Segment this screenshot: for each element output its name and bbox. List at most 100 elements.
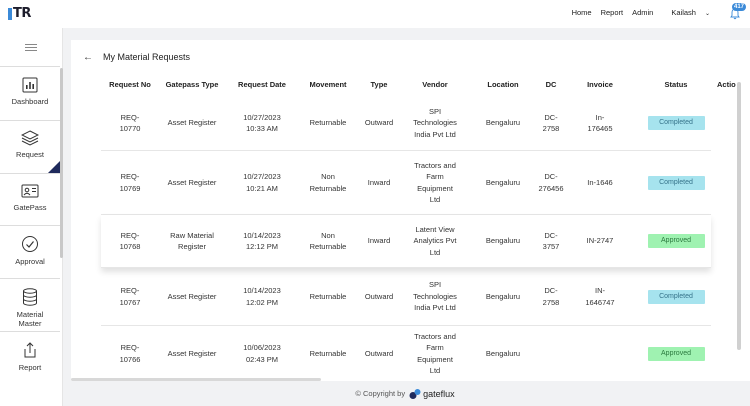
cell-location: Bengaluru bbox=[485, 177, 521, 187]
cell-dc: DC- 2758 bbox=[542, 286, 560, 307]
nav-report[interactable]: Report bbox=[600, 8, 624, 17]
page-title: My Material Requests bbox=[103, 52, 191, 62]
cell-invoice: IN- 1646747 bbox=[585, 286, 615, 307]
cell-gatepass-type: Asset Register bbox=[167, 348, 217, 358]
cell-type: Outward bbox=[364, 291, 394, 301]
table-row[interactable]: REQ- 10770 Asset Register 10/27/2023 10:33… bbox=[101, 96, 711, 151]
sidebar-divider bbox=[0, 225, 60, 226]
column-header[interactable]: Movement bbox=[309, 80, 347, 90]
column-header[interactable]: Request Date bbox=[238, 80, 286, 90]
cell-vendor: SPI Technologies India Pvt Ltd bbox=[413, 106, 457, 139]
column-header[interactable]: Request No bbox=[109, 80, 151, 90]
sidebar-item-label: Dashboard bbox=[11, 97, 49, 106]
cell-invoice: In- 176465 bbox=[587, 112, 613, 134]
sidebar-item-label: Material Master bbox=[16, 310, 44, 328]
sidebar-item-report[interactable]: Report bbox=[0, 332, 60, 384]
cell-request-date: 10/14/2023 12:02 PM bbox=[243, 286, 281, 307]
sidebar-item-dashboard[interactable]: Dashboard bbox=[0, 68, 60, 120]
column-header[interactable]: Status bbox=[664, 80, 688, 90]
cell-movement: Non Returnable bbox=[309, 230, 347, 252]
logo-mark bbox=[8, 8, 12, 20]
notification-badge: 417 bbox=[731, 3, 746, 11]
layers-icon bbox=[21, 130, 39, 146]
cell-gatepass-type: Raw Material Register bbox=[170, 230, 214, 252]
user-menu[interactable]: Kailash ⌄ bbox=[662, 8, 710, 17]
cell-status: Completed bbox=[635, 289, 717, 304]
column-header[interactable]: Invoice bbox=[587, 80, 613, 90]
chevron-down-icon: ⌄ bbox=[704, 11, 710, 17]
id-card-icon bbox=[21, 184, 39, 198]
nav-home[interactable]: Home bbox=[571, 8, 592, 17]
table-row[interactable]: REQ- 10769 Asset Register 10/27/2023 10:21… bbox=[101, 151, 711, 215]
back-arrow-icon[interactable]: ← bbox=[83, 52, 93, 63]
sidebar-item-gatepass[interactable]: GatePass bbox=[0, 174, 60, 226]
user-name: Kailash bbox=[671, 8, 696, 17]
status-badge: Completed bbox=[647, 116, 705, 130]
sidebar-divider bbox=[0, 331, 60, 332]
horizontal-scrollbar[interactable] bbox=[71, 378, 321, 381]
cell-request-no: REQ- 10767 bbox=[119, 286, 141, 307]
sidebar-item-label: GatePass bbox=[13, 203, 47, 212]
cell-location: Bengaluru bbox=[485, 236, 521, 246]
column-header[interactable]: Vendor bbox=[422, 80, 448, 90]
sidebar-divider bbox=[0, 278, 60, 279]
status-badge: Completed bbox=[647, 289, 705, 304]
cell-request-no: REQ- 10769 bbox=[119, 172, 141, 193]
hamburger-menu-icon[interactable] bbox=[25, 44, 37, 53]
cell-dc: DC- 276456 bbox=[538, 172, 564, 193]
card-header: ← My Material Requests bbox=[71, 40, 750, 74]
content-scrollbar[interactable] bbox=[737, 82, 741, 350]
status-badge: Approved bbox=[647, 234, 705, 248]
column-header[interactable]: Actio bbox=[717, 80, 736, 90]
app-logo[interactable]: TR bbox=[8, 7, 31, 21]
cell-location: Bengaluru bbox=[485, 291, 521, 301]
cell-request-date: 10/27/2023 10:21 AM bbox=[243, 172, 281, 193]
top-bar: TR Home Report Admin Kailash ⌄ 417 bbox=[0, 0, 750, 28]
top-nav: Home Report Admin Kailash ⌄ bbox=[563, 8, 710, 17]
table-header: Request No Gatepass Type Request Date Mo… bbox=[101, 74, 736, 96]
cell-dc: DC- 3757 bbox=[542, 230, 560, 252]
cell-type: Outward bbox=[364, 348, 394, 358]
status-badge: Approved bbox=[647, 346, 705, 361]
column-header[interactable]: Type bbox=[370, 80, 388, 90]
sidebar-divider bbox=[0, 120, 60, 121]
sidebar-scrollbar[interactable] bbox=[60, 68, 63, 258]
cell-location: Bengaluru bbox=[485, 118, 521, 128]
nav-admin[interactable]: Admin bbox=[632, 8, 654, 17]
share-icon bbox=[24, 342, 36, 358]
table-row[interactable]: REQ- 10766 Asset Register 10/06/2023 02:43… bbox=[101, 326, 711, 381]
sidebar-item-request[interactable]: Request bbox=[0, 121, 60, 173]
cell-request-no: REQ- 10766 bbox=[119, 343, 141, 364]
cell-vendor: Latent View Analytics Pvt Ltd bbox=[413, 224, 457, 257]
cell-type: Outward bbox=[364, 118, 394, 128]
cell-status: Completed bbox=[635, 175, 717, 190]
column-header[interactable]: Gatepass Type bbox=[165, 80, 219, 90]
cell-dc: DC- 2758 bbox=[542, 112, 560, 134]
cell-movement: Returnable bbox=[309, 348, 347, 358]
cell-invoice: In-1646 bbox=[587, 177, 613, 187]
column-header[interactable]: Location bbox=[487, 80, 519, 90]
sidebar: Dashboard Request GatePass Approval bbox=[0, 28, 63, 406]
database-icon bbox=[23, 288, 37, 306]
cell-movement: Returnable bbox=[309, 291, 347, 301]
sidebar-item-label: Report bbox=[18, 363, 42, 372]
sidebar-item-label: Approval bbox=[15, 257, 45, 266]
gateflux-logo: gateflux bbox=[409, 388, 455, 400]
table-body: REQ- 10770 Asset Register 10/27/2023 10:33… bbox=[101, 96, 711, 381]
brand-name: gateflux bbox=[423, 388, 455, 399]
gateflux-logo-icon bbox=[409, 388, 421, 399]
cell-status: Approved bbox=[635, 234, 717, 248]
sidebar-item-material-master[interactable]: Material Master bbox=[0, 279, 60, 331]
copyright-text: © Copyright by bbox=[355, 389, 406, 398]
status-badge: Completed bbox=[647, 175, 705, 190]
cell-request-date: 10/06/2023 02:43 PM bbox=[243, 343, 281, 364]
cell-status: Approved bbox=[635, 346, 717, 361]
sidebar-divider bbox=[0, 66, 60, 67]
sidebar-item-approval[interactable]: Approval bbox=[0, 226, 60, 278]
sidebar-item-label: Request bbox=[16, 150, 44, 159]
column-header[interactable]: DC bbox=[545, 80, 557, 90]
cell-request-date: 10/27/2023 10:33 AM bbox=[243, 112, 281, 134]
cell-request-no: REQ- 10768 bbox=[119, 230, 141, 252]
table-row[interactable]: REQ- 10768 Raw Material Register 10/14/202… bbox=[101, 215, 711, 268]
table-row[interactable]: REQ- 10767 Asset Register 10/14/2023 12:02… bbox=[101, 268, 711, 326]
